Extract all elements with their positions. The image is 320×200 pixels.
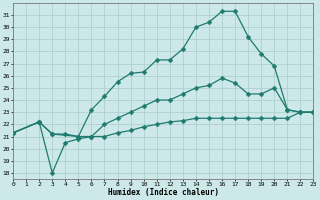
X-axis label: Humidex (Indice chaleur): Humidex (Indice chaleur) bbox=[108, 188, 219, 197]
